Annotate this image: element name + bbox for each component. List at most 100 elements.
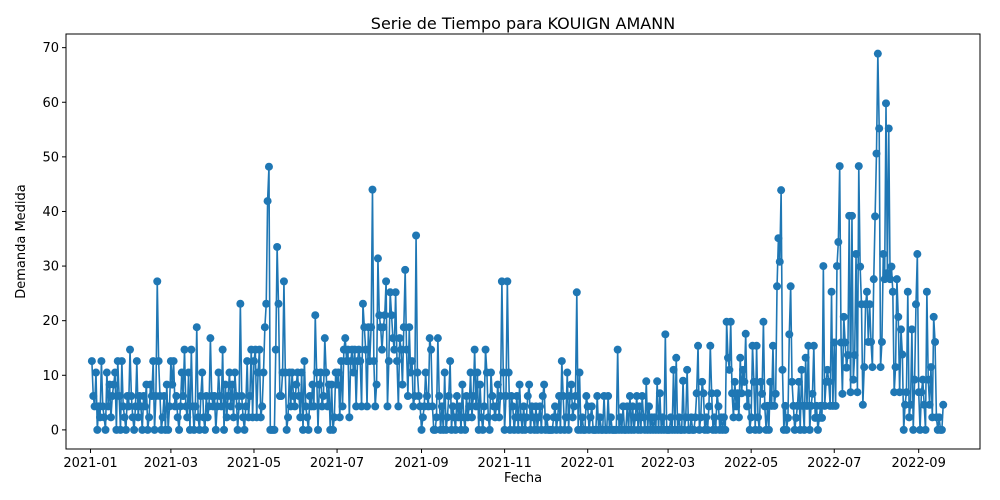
data-point: [710, 413, 719, 422]
data-point: [270, 425, 279, 434]
data-point: [639, 413, 648, 422]
data-point: [650, 413, 659, 422]
data-point: [813, 425, 822, 434]
data-point: [168, 380, 177, 389]
y-tick-label: 30: [42, 260, 59, 275]
x-tick-label: 2021-11: [477, 456, 531, 471]
data-point: [699, 389, 708, 398]
data-point: [839, 312, 848, 321]
data-point: [777, 186, 786, 195]
data-point: [519, 402, 528, 411]
data-point: [120, 413, 129, 422]
data-point: [218, 345, 227, 354]
data-point: [570, 402, 579, 411]
data-point: [394, 402, 403, 411]
data-point: [384, 357, 393, 366]
data-point: [740, 377, 749, 386]
data-point: [778, 365, 787, 374]
data-point: [187, 345, 196, 354]
data-point: [781, 401, 790, 410]
data-point: [150, 425, 159, 434]
data-point: [363, 402, 372, 411]
data-point: [595, 413, 604, 422]
data-point: [783, 413, 792, 422]
data-point: [692, 389, 701, 398]
data-point: [702, 413, 711, 422]
data-point: [939, 400, 948, 409]
data-point: [277, 392, 286, 401]
data-point: [388, 334, 397, 343]
data-point: [412, 231, 421, 240]
data-point: [233, 425, 242, 434]
x-tick-label: 2021-05: [227, 456, 281, 471]
data-point: [308, 380, 317, 389]
data-point: [858, 400, 867, 409]
data-point: [536, 402, 545, 411]
data-point: [559, 392, 568, 401]
data-point: [406, 368, 415, 377]
data-point: [937, 425, 946, 434]
data-point: [211, 425, 220, 434]
data-point: [372, 380, 381, 389]
y-axis: 0 10 20 30 40 50 60 70: [42, 41, 66, 438]
data-point: [314, 425, 322, 434]
data-point: [234, 402, 243, 411]
x-tick-label: 2022-05: [724, 456, 778, 471]
data-point: [458, 380, 467, 389]
data-point: [724, 353, 732, 362]
data-point: [755, 425, 764, 434]
data-point: [774, 234, 783, 243]
data-point: [741, 329, 750, 338]
data-point: [198, 368, 207, 377]
data-point: [852, 250, 861, 259]
data-point: [661, 330, 670, 339]
data-point: [361, 345, 370, 354]
data-point: [134, 413, 143, 422]
data-point: [875, 124, 884, 133]
data-point: [214, 368, 223, 377]
data-point: [917, 388, 926, 397]
data-point: [572, 288, 581, 297]
data-point: [356, 357, 365, 366]
data-point: [328, 425, 337, 434]
data-point: [402, 345, 411, 354]
data-point: [721, 425, 730, 434]
data-point: [894, 312, 903, 321]
data-point: [771, 389, 780, 398]
data-point: [132, 357, 141, 366]
data-point: [834, 238, 843, 247]
data-point: [245, 392, 254, 401]
data-point: [593, 392, 602, 401]
data-point: [613, 345, 622, 354]
data-point: [124, 402, 133, 411]
data-point: [369, 357, 378, 366]
data-point: [290, 402, 299, 411]
x-tick-label: 2022-01: [561, 456, 615, 471]
data-point: [911, 300, 920, 309]
data-point: [788, 377, 797, 386]
data-point: [758, 389, 767, 398]
data-point: [387, 311, 396, 320]
data-point: [323, 402, 332, 411]
data-point: [899, 425, 908, 434]
data-point: [843, 351, 852, 360]
data-point: [854, 162, 863, 171]
data-point: [153, 277, 162, 286]
data-point: [683, 365, 692, 374]
data-point: [504, 368, 513, 377]
data-point: [564, 425, 573, 434]
data-point: [606, 413, 615, 422]
data-point: [143, 425, 152, 434]
data-point: [846, 388, 855, 397]
data-point: [887, 262, 896, 271]
data-point: [493, 380, 502, 389]
y-tick-label: 40: [42, 205, 59, 220]
data-point: [879, 250, 888, 259]
data-point: [102, 368, 111, 377]
data-point: [557, 357, 566, 366]
data-point: [279, 277, 288, 286]
data-point: [582, 392, 591, 401]
data-point: [631, 413, 640, 422]
data-point: [907, 325, 916, 334]
data-point: [935, 413, 944, 422]
